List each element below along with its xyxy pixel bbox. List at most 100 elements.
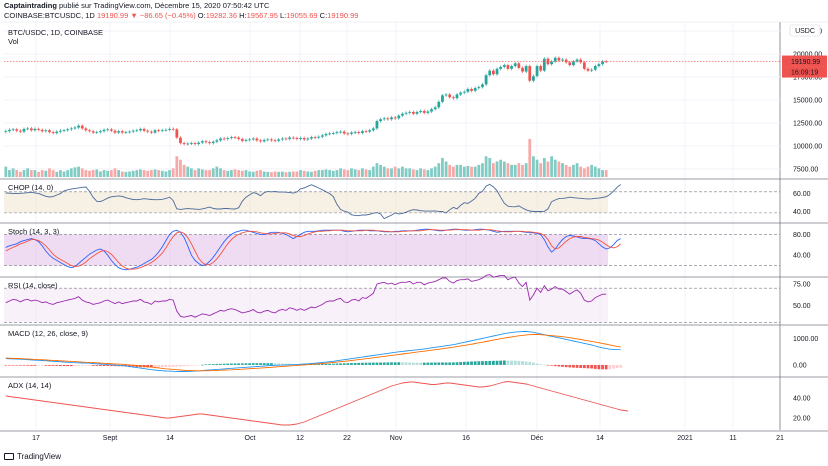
time-tick-label-7: 16 bbox=[462, 435, 470, 442]
volume-bar bbox=[131, 170, 135, 177]
volume-bar bbox=[553, 159, 557, 177]
candle-body bbox=[386, 118, 390, 120]
macd-histogram-bar bbox=[102, 364, 106, 366]
candle-body bbox=[470, 88, 473, 91]
macd-histogram-bar bbox=[604, 364, 608, 370]
volume-bar bbox=[204, 170, 208, 177]
volume-bar bbox=[422, 169, 426, 177]
volume-bar bbox=[299, 170, 302, 177]
macd-histogram-bar bbox=[99, 364, 102, 366]
time-tick-label-5: 22 bbox=[343, 435, 351, 442]
candle-body bbox=[528, 66, 532, 81]
candle-body bbox=[426, 111, 430, 113]
candle-body bbox=[604, 61, 608, 63]
volume-bar bbox=[484, 156, 488, 177]
candle-body bbox=[339, 131, 342, 133]
candle-body bbox=[168, 128, 171, 130]
candle-body bbox=[422, 111, 426, 113]
macd-histogram-bar bbox=[590, 364, 594, 369]
macd-histogram-bar bbox=[379, 362, 382, 365]
macd-histogram-bar bbox=[502, 360, 506, 365]
candle-body bbox=[510, 66, 513, 69]
candle-body bbox=[179, 137, 182, 144]
volume-bar bbox=[62, 171, 66, 177]
macd-histogram-bar bbox=[470, 361, 473, 365]
low-value: 19055.69 bbox=[286, 11, 318, 20]
volume-bar bbox=[270, 172, 273, 177]
candle-body bbox=[401, 113, 404, 116]
macd-histogram-bar bbox=[506, 360, 510, 365]
candle-body bbox=[590, 69, 594, 71]
candle-body bbox=[390, 117, 393, 120]
macd-histogram-bar bbox=[557, 364, 561, 367]
candle-body bbox=[175, 129, 179, 138]
volume-bar bbox=[120, 171, 124, 177]
volume-bar bbox=[586, 166, 590, 177]
macd-histogram-bar bbox=[615, 364, 619, 369]
volume-bar bbox=[8, 170, 11, 177]
volume-bar bbox=[84, 170, 88, 177]
volume-bar bbox=[91, 170, 95, 177]
volume-bar bbox=[295, 171, 299, 177]
candle-body bbox=[139, 128, 142, 131]
macd-histogram-bar bbox=[44, 364, 48, 366]
macd-histogram-bar bbox=[280, 363, 284, 365]
candle-body bbox=[284, 138, 288, 140]
chart-canvas[interactable]: 22500.0020000.0017500.0015000.0012500.00… bbox=[0, 0, 828, 450]
macd-histogram-bar bbox=[375, 362, 379, 365]
volume-bar bbox=[353, 169, 357, 177]
footer-brand[interactable]: TradingView bbox=[17, 452, 62, 461]
volume-bar bbox=[499, 159, 503, 177]
candle-body bbox=[255, 138, 259, 141]
author-name[interactable]: Captaintrading bbox=[4, 1, 57, 10]
macd-histogram-bar bbox=[320, 363, 324, 365]
macd-histogram-bar bbox=[15, 364, 19, 366]
macd-histogram-bar bbox=[350, 363, 353, 365]
macd-histogram-bar bbox=[451, 362, 455, 365]
volume-bar bbox=[48, 168, 51, 177]
volume-bar bbox=[535, 159, 539, 177]
macd-histogram-bar bbox=[324, 363, 328, 365]
indicator-tick-3-0: 75.00 bbox=[793, 281, 811, 288]
volume-bar bbox=[415, 170, 419, 177]
macd-histogram-bar bbox=[532, 362, 535, 365]
macd-histogram-bar bbox=[510, 360, 513, 365]
macd-histogram-bar bbox=[495, 360, 499, 365]
volume-bar bbox=[350, 168, 353, 177]
open-value: 19282.36 bbox=[205, 11, 238, 20]
candle-body bbox=[404, 112, 408, 114]
volume-bar bbox=[339, 168, 342, 177]
macd-histogram-bar bbox=[542, 364, 546, 366]
macd-histogram-bar bbox=[397, 362, 401, 365]
macd-histogram-bar bbox=[481, 361, 484, 365]
macd-histogram-bar bbox=[419, 362, 422, 365]
macd-histogram-bar bbox=[459, 362, 463, 365]
volume-bar bbox=[306, 171, 310, 177]
candle-body bbox=[288, 137, 292, 139]
candle-body bbox=[106, 129, 110, 131]
volume-bar bbox=[426, 170, 430, 177]
candle-body bbox=[408, 111, 412, 113]
indicator-title-1: CHOP (14, 0) bbox=[8, 183, 54, 192]
countdown-badge bbox=[782, 66, 827, 78]
candle-body bbox=[495, 68, 499, 75]
price-tick-label-3: 15000.00 bbox=[793, 98, 822, 105]
volume-bar bbox=[313, 170, 317, 177]
candle-body bbox=[55, 131, 59, 134]
low-label: L: bbox=[280, 11, 287, 20]
indicator-band-1 bbox=[4, 191, 608, 213]
countdown-badge-text: 16:09:19 bbox=[791, 70, 818, 77]
volume-bar bbox=[273, 171, 277, 177]
volume-bar bbox=[226, 170, 230, 177]
volume-bar bbox=[113, 168, 117, 177]
macd-histogram-bar bbox=[422, 362, 426, 365]
candle-body bbox=[320, 135, 324, 137]
macd-histogram-bar bbox=[411, 362, 415, 365]
volume-bar bbox=[99, 171, 102, 177]
macd-histogram-bar bbox=[568, 364, 572, 368]
indicator-tick-1-0: 60.00 bbox=[793, 191, 811, 198]
candle-body bbox=[66, 129, 70, 131]
macd-histogram-bar bbox=[146, 364, 150, 368]
volume-bar bbox=[542, 158, 546, 177]
candle-body bbox=[262, 139, 266, 142]
